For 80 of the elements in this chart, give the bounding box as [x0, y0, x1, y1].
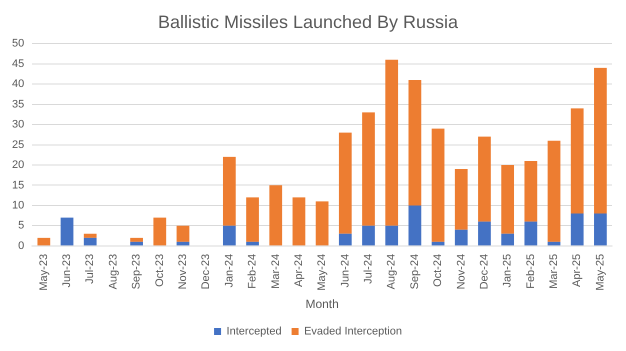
- bar: [338, 234, 352, 246]
- y-tick-label: 0: [18, 240, 24, 252]
- bar: [501, 164, 514, 234]
- y-tick-label: 40: [12, 78, 24, 90]
- bar: [176, 242, 190, 246]
- x-tick-label: Aug-24: [386, 254, 398, 290]
- x-tick-label: Jan-24: [223, 254, 236, 288]
- bar: [524, 160, 538, 222]
- bar: [130, 242, 143, 246]
- y-tick-label: 30: [12, 118, 24, 131]
- bar: [130, 238, 143, 242]
- bar: [292, 197, 306, 246]
- chart-title: Ballistic Missiles Launched By Russia: [158, 12, 460, 32]
- x-tick-label: Jun-23: [61, 254, 74, 288]
- x-tick-label: Feb-25: [524, 254, 537, 289]
- bar: [385, 60, 398, 226]
- x-tick-label: Sep-24: [408, 254, 421, 290]
- bar: [478, 136, 491, 222]
- y-tick-label: 20: [12, 159, 24, 172]
- bar: [222, 226, 236, 246]
- x-tick-label: Oct-23: [154, 254, 166, 287]
- bar: [362, 226, 375, 246]
- x-tick-label: Apr-25: [571, 254, 584, 287]
- bar: [454, 169, 468, 230]
- bar: [408, 205, 422, 246]
- y-tick-label: 5: [18, 220, 24, 232]
- x-tick-label: Aug-23: [107, 254, 120, 290]
- bar: [316, 201, 328, 246]
- bar: [594, 214, 607, 246]
- x-tick-label: Mar-25: [548, 254, 560, 289]
- bar: [84, 238, 97, 246]
- bar: [570, 108, 584, 214]
- bar: [60, 218, 74, 246]
- bar: [570, 214, 584, 246]
- bar: [362, 112, 375, 226]
- y-tick-label: 25: [12, 138, 24, 151]
- bar: [153, 218, 166, 246]
- legend-label: Evaded Interception: [304, 326, 402, 338]
- y-tick-label: 50: [12, 38, 24, 50]
- bar: [548, 140, 560, 242]
- y-tick-label: 45: [12, 58, 24, 70]
- x-tick-label: Apr-24: [292, 254, 305, 287]
- bar: [478, 222, 491, 246]
- bar: [432, 128, 444, 242]
- bar: [37, 238, 50, 246]
- y-tick-label: 35: [12, 98, 24, 110]
- x-tick-label: Mar-24: [270, 254, 282, 289]
- x-tick-label: Jan-25: [502, 254, 514, 288]
- bar: [408, 80, 422, 206]
- bar: [432, 242, 444, 246]
- x-tick-label: Feb-24: [246, 254, 259, 289]
- x-tick-label: Sep-23: [130, 254, 143, 290]
- legend-label: Intercepted: [226, 326, 282, 338]
- x-axis-title: Month: [305, 297, 339, 312]
- bar: [84, 234, 97, 238]
- bar: [222, 156, 236, 226]
- x-tick-label: Nov-24: [455, 254, 468, 290]
- y-tick-label: 10: [12, 199, 24, 212]
- x-tick-label: Dec-24: [478, 254, 490, 290]
- bar: [501, 234, 514, 246]
- bar: [246, 197, 259, 242]
- bar: [385, 226, 398, 246]
- bar: [594, 68, 607, 214]
- bar: [548, 242, 560, 246]
- x-tick-label: Jun-24: [339, 254, 352, 288]
- x-tick-label: Oct-24: [432, 254, 444, 287]
- x-tick-label: Jul-23: [84, 254, 96, 284]
- x-tick-label: May-23: [38, 254, 50, 291]
- bar: [454, 230, 468, 246]
- bar: [269, 185, 282, 246]
- x-tick-label: May-25: [594, 254, 606, 291]
- x-tick-label: Nov-23: [177, 254, 190, 290]
- bar: [338, 132, 352, 234]
- x-tick-label: May-24: [316, 254, 328, 291]
- x-tick-label: Dec-23: [200, 254, 212, 290]
- bar: [246, 242, 259, 246]
- bar: [176, 226, 190, 242]
- bar: [524, 222, 538, 246]
- x-tick-label: Jul-24: [362, 254, 375, 284]
- y-tick-label: 15: [12, 179, 24, 192]
